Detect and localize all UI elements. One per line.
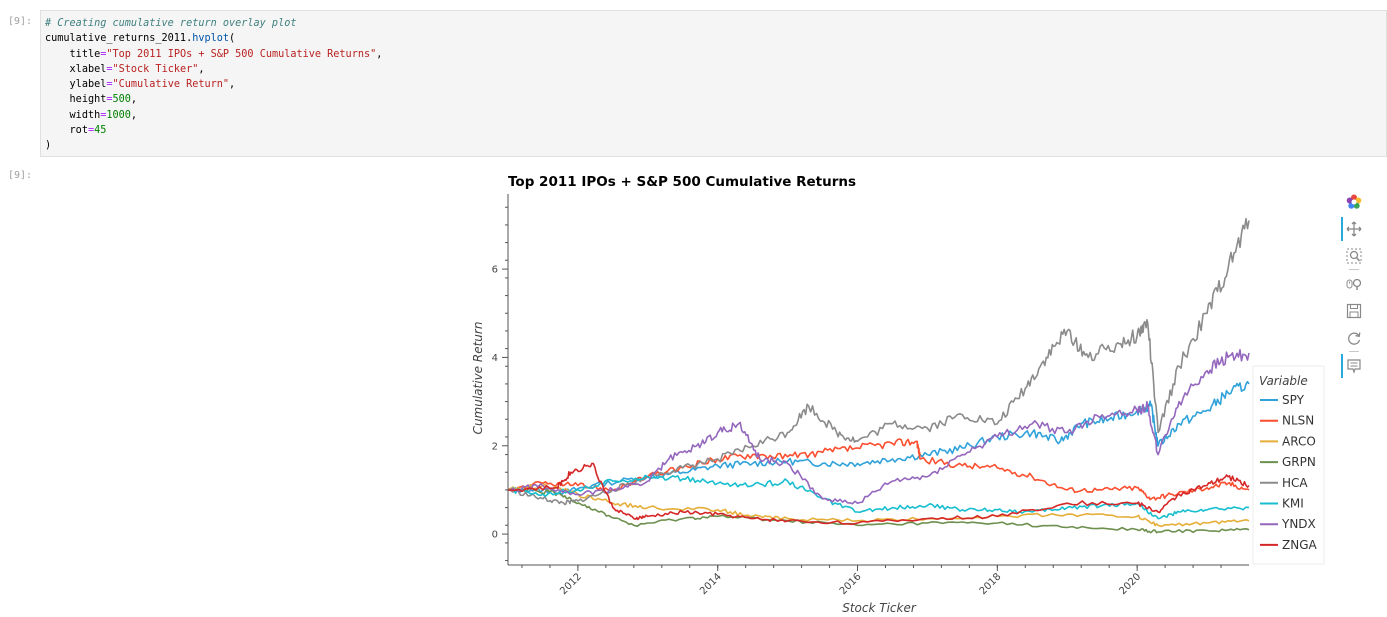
x-axis-title: Stock Ticker — [842, 601, 917, 615]
x-tick-label: 2012 — [558, 571, 584, 597]
series-line-arco[interactable] — [507, 483, 1250, 528]
legend[interactable]: Variable SPY NLSN ARCO GRPN HCA KMI YNDX ZNGA — [1252, 365, 1325, 565]
legend-label: NLSN — [1282, 414, 1314, 428]
legend-item-spy[interactable]: SPY — [1260, 393, 1305, 407]
code-width-kw: width — [69, 109, 101, 121]
legend-label: ARCO — [1282, 434, 1316, 448]
x-tick-label: 2016 — [838, 571, 864, 597]
series-line-yndx[interactable] — [508, 349, 1250, 505]
code-xlabel-val: "Stock Ticker" — [112, 63, 199, 75]
y-axis-title: Cumulative Return — [471, 322, 485, 435]
y-tick-label: 0 — [492, 530, 498, 541]
code-comment: # Creating cumulative return overlay plo… — [45, 18, 297, 29]
series-line-znga[interactable] — [507, 462, 1250, 526]
code-title-val: "Top 2011 IPOs + S&P 500 Cumulative Retu… — [106, 48, 377, 60]
code-xlabel-kw: xlabel — [69, 63, 107, 75]
hover-icon[interactable] — [1340, 354, 1368, 378]
code-cell[interactable]: # Creating cumulative return overlay plo… — [40, 10, 1387, 157]
code-width-val: 1000 — [106, 109, 131, 121]
code-height-val: 500 — [112, 94, 131, 106]
series-line-grpn[interactable] — [507, 487, 1250, 534]
toolbar-separator — [1349, 269, 1359, 270]
code-ylabel-val: "Cumulative Return" — [112, 79, 230, 91]
series-line-hca[interactable] — [507, 217, 1250, 506]
legend-label: SPY — [1282, 393, 1305, 407]
legend-item-grpn[interactable]: GRPN — [1260, 455, 1316, 469]
legend-item-kmi[interactable]: KMI — [1260, 497, 1304, 511]
legend-item-nlsn[interactable]: NLSN — [1260, 414, 1314, 428]
x-tick-label: 2014 — [698, 571, 724, 597]
y-tick-label: 4 — [492, 353, 498, 364]
reset-icon[interactable] — [1340, 326, 1368, 350]
legend-title: Variable — [1259, 374, 1308, 388]
legend-label: YNDX — [1281, 517, 1316, 531]
chart-title: Top 2011 IPOs + S&P 500 Cumulative Retur… — [508, 174, 856, 190]
code-var: cumulative_returns_2011 — [45, 33, 187, 45]
box-zoom-icon[interactable] — [1340, 244, 1368, 268]
legend-label: HCA — [1282, 476, 1308, 490]
plot-area[interactable] — [507, 194, 1250, 565]
legend-item-arco[interactable]: ARCO — [1260, 434, 1316, 448]
code-text[interactable]: # Creating cumulative return overlay plo… — [45, 18, 383, 152]
series-line-spy[interactable] — [507, 380, 1250, 495]
legend-item-znga[interactable]: ZNGA — [1260, 538, 1317, 552]
output-prompt: [9]: — [8, 170, 33, 181]
input-prompt: [9]: — [8, 16, 33, 27]
pan-icon[interactable] — [1340, 217, 1368, 241]
code-ylabel-kw: ylabel — [69, 79, 107, 91]
y-tick-label: 6 — [492, 265, 498, 276]
x-tick-label: 2020 — [1117, 571, 1143, 597]
bokeh-logo-icon[interactable] — [1340, 190, 1368, 214]
save-icon[interactable] — [1340, 299, 1368, 323]
y-tick-label: 2 — [492, 441, 498, 452]
x-tick-label: 2018 — [978, 571, 1004, 597]
code-method: hvplot — [192, 33, 230, 45]
toolbar-separator — [1349, 351, 1359, 352]
legend-item-yndx[interactable]: YNDX — [1260, 517, 1316, 531]
code-height-kw: height — [69, 94, 107, 106]
wheel-zoom-icon[interactable] — [1340, 272, 1368, 296]
code-title-kw: title — [69, 48, 101, 60]
legend-item-hca[interactable]: HCA — [1260, 476, 1308, 490]
code-rot-kw: rot — [69, 125, 88, 137]
legend-label: ZNGA — [1282, 538, 1317, 552]
code-rot-val: 45 — [94, 125, 107, 137]
series-line-kmi[interactable] — [507, 474, 1250, 520]
legend-label: GRPN — [1282, 455, 1316, 469]
legend-label: KMI — [1282, 497, 1304, 511]
